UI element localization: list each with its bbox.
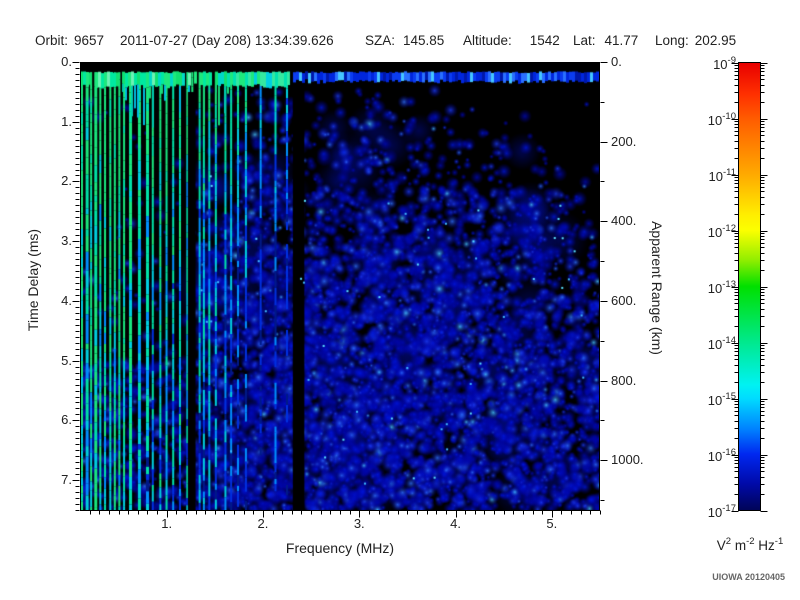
header-field-value: 202.95 (694, 33, 737, 48)
x-tick-label: 2. (257, 516, 269, 531)
y-right-tick-label: 200. (611, 133, 637, 149)
y-left-tick-label: 3. (61, 233, 72, 249)
header-field-label: SZA: (365, 33, 396, 48)
colorbar-tick-label: 10-14 (707, 334, 736, 352)
colorbar-tick-label: 10-15 (707, 390, 736, 408)
y-left-tick-label: 5. (61, 352, 72, 368)
y-right-tick-label: 800. (611, 372, 637, 388)
colorbar-tick-label: 10-11 (708, 166, 737, 184)
y-right-tick-label: 400. (611, 213, 637, 229)
colorbar-units-label: V2 m-2 Hz-1 (683, 536, 800, 553)
units-exponent: -1 (774, 536, 784, 547)
units-base: V (716, 538, 726, 553)
header-field-label: Long: (655, 33, 689, 48)
header-field-label: Orbit: (35, 33, 69, 48)
y-right-tick-label: 600. (611, 292, 637, 308)
header-field: Long: 202.95 (655, 33, 736, 48)
colorbar-tick-label: 10-16 (707, 446, 736, 464)
credit-label: UIOWA 20120405 (712, 572, 785, 582)
y-left-tick-label: 1. (61, 113, 72, 129)
colorbar-tick-label: 10-13 (707, 278, 736, 296)
header-field: Altitude: 1542 (463, 33, 560, 48)
header-field: 2011-07-27 (Day 208) 13:34:39.626 (120, 33, 334, 48)
header-field-value: 145.85 (403, 33, 445, 48)
units-base: m (731, 538, 747, 553)
y-axis-label-left: Time Delay (ms) (25, 228, 41, 332)
y-right-tick-label: 1000. (611, 452, 644, 468)
y-left-tick-label: 2. (61, 173, 72, 189)
header-field-value: 9657 (74, 33, 105, 48)
header-field-label: Lat: (573, 33, 596, 48)
y-left-tick-label: 7. (61, 472, 72, 488)
y-left-tick-label: 4. (61, 292, 72, 308)
y-axis-label-right: Apparent Range (km) (649, 221, 665, 355)
header-field-value: 1542 (529, 33, 560, 48)
header-field-value: 2011-07-27 (Day 208) 13:34:39.626 (120, 33, 334, 48)
x-tick-label: 4. (450, 516, 461, 531)
spectrogram-canvas (80, 62, 600, 510)
colorbar-tick-label: 10-10 (707, 110, 736, 128)
y-left-tick-label: 0. (61, 54, 72, 69)
units-exponent: 2 (725, 536, 732, 547)
header-field: Lat: 41.77 (573, 33, 638, 48)
x-tick-label: 3. (353, 516, 365, 531)
y-right-tick-label: 0. (611, 54, 622, 69)
header-field-label: Altitude: (463, 33, 512, 48)
x-axis-label: Frequency (MHz) (285, 540, 395, 556)
colorbar-tick-label: 10-12 (707, 222, 736, 240)
header-field-value: 41.77 (604, 33, 639, 48)
header-field: SZA: 145.85 (365, 33, 444, 48)
colorbar-gradient (739, 63, 760, 510)
header-field: Orbit: 9657 (35, 33, 104, 48)
x-tick-label: 1. (161, 516, 173, 531)
colorbar-tick-label: 10-17 (707, 502, 736, 520)
x-tick-label: 5. (546, 516, 558, 531)
units-base: Hz (754, 538, 775, 553)
colorbar-tick-label: 10-9 (713, 54, 736, 72)
y-left-tick-label: 6. (61, 412, 72, 428)
units-exponent: -2 (746, 536, 755, 547)
